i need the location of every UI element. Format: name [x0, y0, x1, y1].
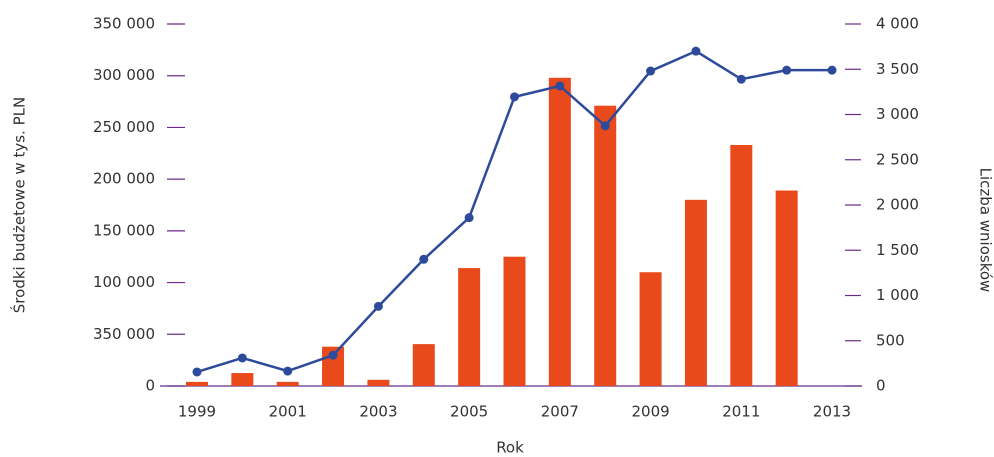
- line-point: [827, 65, 837, 75]
- y2-tick-label: 3 000: [876, 105, 919, 123]
- bar: [548, 77, 571, 386]
- bar: [367, 379, 390, 386]
- x-tick-label: 2011: [722, 403, 760, 421]
- x-tick-label: 2003: [359, 403, 397, 421]
- y-tick-label: 350 000: [93, 325, 155, 343]
- y-axis-title: Środki budżetowe w tys. PLN: [10, 97, 29, 313]
- x-tick-label: 2009: [631, 403, 669, 421]
- bar: [503, 256, 526, 386]
- y-tick-label: 300 000: [93, 66, 155, 84]
- y2-tick-label: 2 500: [876, 150, 919, 168]
- line-point: [600, 121, 610, 131]
- y-tick-label: 200 000: [93, 170, 155, 188]
- y2-tick-label: 1 000: [876, 286, 919, 304]
- bar: [594, 105, 617, 387]
- x-tick-label: 1999: [178, 403, 216, 421]
- line-point: [736, 74, 746, 84]
- x-axis-title: Rok: [496, 439, 524, 457]
- x-tick-label: 2013: [813, 403, 851, 421]
- y2-tick-label: 500: [876, 331, 905, 349]
- y-tick-label: 250 000: [93, 118, 155, 136]
- bar: [458, 268, 481, 386]
- y2-tick-label: 3 500: [876, 60, 919, 78]
- bar: [185, 381, 208, 386]
- bar: [639, 272, 662, 386]
- line-point: [510, 92, 519, 102]
- bar: [684, 199, 707, 386]
- line-point: [237, 353, 247, 363]
- y2-tick-label: 1 500: [876, 241, 919, 259]
- y-tick-label: 350 000: [93, 15, 155, 33]
- x-tick-label: 2007: [541, 403, 579, 421]
- x-tick-label: 2005: [450, 403, 488, 421]
- line-point: [283, 366, 293, 376]
- y-tick-label: 150 000: [93, 221, 155, 239]
- line-point: [555, 81, 565, 91]
- line-point: [192, 367, 202, 377]
- line-point: [328, 350, 338, 360]
- bar: [412, 344, 435, 386]
- line-point: [782, 65, 792, 75]
- line-point: [464, 213, 474, 223]
- y-tick-label: 100 000: [93, 273, 155, 291]
- y2-axis-title: Liczba wniosków: [977, 168, 994, 293]
- line-point: [646, 66, 656, 76]
- line-point: [691, 46, 701, 56]
- line-point: [419, 254, 429, 264]
- bar: [231, 373, 254, 386]
- x-tick-label: 2001: [269, 403, 307, 421]
- line-point: [373, 301, 383, 311]
- bar: [276, 381, 299, 386]
- y2-tick-label: 4 000: [876, 15, 919, 33]
- y2-tick-label: 0: [876, 377, 886, 395]
- bar: [775, 190, 798, 386]
- y2-tick-label: 2 000: [876, 196, 919, 214]
- y-tick-label: 0: [145, 377, 155, 395]
- bar: [730, 145, 753, 386]
